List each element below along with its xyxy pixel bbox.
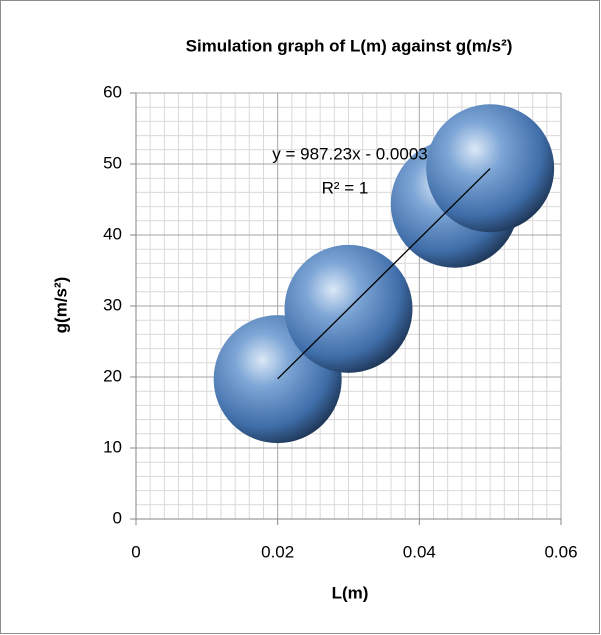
x-tick-label: 0.04 — [403, 542, 436, 561]
x-tick-label: 0 — [131, 542, 140, 561]
chart-title: Simulation graph of L(m) against g(m/s²) — [186, 36, 513, 55]
y-tick-label: 40 — [103, 224, 122, 243]
x-axis-label: L(m) — [332, 583, 369, 602]
y-tick-label: 0 — [113, 508, 122, 527]
trendline-equation: y = 987.23x - 0.0003 — [272, 144, 427, 163]
y-tick-label: 50 — [103, 153, 122, 172]
y-tick-label: 60 — [103, 82, 122, 101]
y-tick-label: 30 — [103, 295, 122, 314]
trendline — [277, 168, 491, 380]
trendline-r2: R² = 1 — [322, 178, 369, 197]
y-tick-label: 20 — [103, 366, 122, 385]
y-tick-label: 10 — [103, 437, 122, 456]
x-tick-label: 0.06 — [544, 542, 577, 561]
x-tick-label: 0.02 — [261, 542, 294, 561]
y-axis-label: g(m/s²) — [51, 277, 70, 334]
